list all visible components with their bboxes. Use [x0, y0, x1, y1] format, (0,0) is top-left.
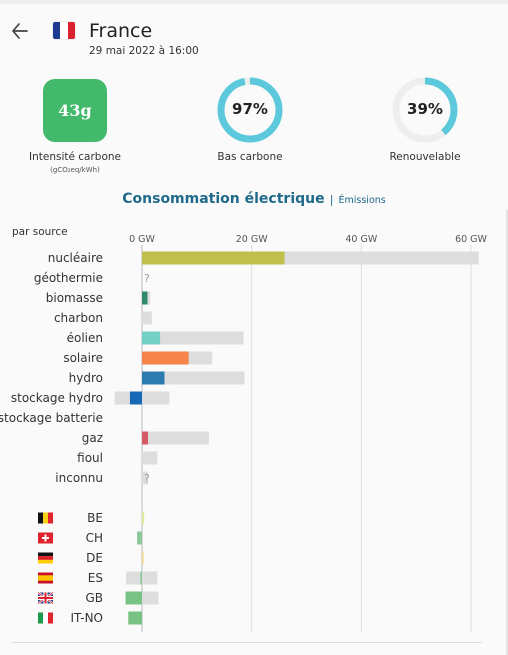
exchange-bar: [137, 531, 142, 545]
arrow-left-icon[interactable]: [10, 20, 30, 42]
carbon-intensity-value: 43g: [58, 101, 92, 120]
display-mode-tabs: Consommation électrique | Émissions: [0, 188, 508, 207]
x-tick-label: 20 GW: [236, 234, 268, 245]
production-bar: [142, 351, 189, 365]
production-bar: [129, 391, 142, 405]
tab-emissions[interactable]: Émissions: [338, 195, 386, 206]
exchange-label: IT-NO: [70, 611, 103, 625]
source-label: solaire: [63, 351, 103, 365]
panel-edge: [506, 210, 508, 655]
carbon-intensity-label: Intensité carbone: [28, 151, 121, 163]
spain-flag-icon: [38, 572, 53, 584]
capacity-bar: [142, 451, 158, 465]
tab-consumption[interactable]: Consommation électrique: [122, 191, 325, 207]
low-carbon-ring: [217, 77, 283, 143]
source-label: biomasse: [46, 291, 103, 305]
unknown-marker: ?: [144, 472, 150, 485]
germany-flag-icon: [38, 552, 53, 564]
production-bar: [142, 431, 149, 445]
production-bar: [142, 251, 285, 265]
carbon-intensity-unit: (gCO₂eq/kWh): [50, 166, 100, 174]
source-label: inconnu: [55, 471, 103, 485]
capacity-bar: [142, 311, 152, 325]
x-tick-label: 0 GW: [129, 234, 155, 245]
exchange-bar: [142, 551, 144, 565]
belgium-flag-icon: [38, 512, 53, 524]
exchange-label: GB: [85, 591, 103, 605]
source-label: hydro: [69, 371, 103, 385]
renewable-label: Renouvelable: [389, 151, 461, 163]
exchange-bar: [142, 511, 145, 525]
capacity-bar: [142, 431, 209, 445]
switzerland-flag-icon: [38, 532, 53, 544]
low-carbon-label: Bas carbone: [217, 151, 283, 163]
capacity-bar: [142, 331, 244, 345]
low-carbon-value: 97%: [232, 100, 268, 118]
source-label: fioul: [77, 451, 103, 465]
x-tick-label: 60 GW: [455, 234, 487, 245]
exchange-label: BE: [87, 511, 103, 525]
bottom-divider: [12, 642, 482, 643]
production-bar: [142, 371, 165, 385]
renewable-value: 39%: [407, 100, 443, 118]
country-name: France: [89, 20, 153, 42]
source-label: stockage hydro: [11, 391, 103, 405]
source-label: éolien: [67, 331, 103, 345]
france-flag-icon: [53, 22, 75, 39]
carbon-intensity-badge: 43g: [43, 79, 107, 142]
exchange-label: DE: [86, 551, 103, 565]
uk-flag-icon: [37, 591, 54, 605]
exchange-label: ES: [88, 571, 103, 585]
datetime: 29 mai 2022 à 16:00: [89, 45, 199, 57]
x-tick-label: 40 GW: [345, 234, 377, 245]
italy-flag-icon: [38, 612, 53, 624]
tab-separator: |: [329, 193, 334, 206]
production-bar: [142, 291, 148, 305]
capacity-bar: [142, 471, 149, 485]
exchange-bar: [140, 571, 142, 585]
production-bar: [142, 331, 161, 345]
capacity-bar: [142, 371, 245, 385]
top-divider: [0, 0, 508, 4]
exchange-bar: [128, 611, 142, 625]
source-label: charbon: [54, 311, 103, 325]
exchange-bar: [125, 591, 142, 605]
unknown-marker: ?: [144, 272, 150, 285]
source-label: géothermie: [34, 271, 103, 285]
source-label: nucléaire: [48, 251, 103, 265]
renewable-ring: [392, 77, 458, 143]
exchange-label: CH: [86, 531, 103, 545]
chart-title: par source: [12, 226, 68, 238]
source-label: stockage batterie: [0, 411, 103, 425]
source-label: gaz: [82, 431, 103, 445]
